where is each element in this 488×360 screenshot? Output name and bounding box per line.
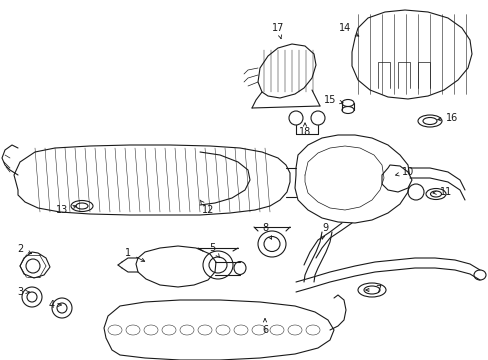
Text: 17: 17 — [271, 23, 284, 39]
Text: 10: 10 — [395, 167, 413, 177]
Polygon shape — [294, 135, 409, 223]
Text: 4: 4 — [49, 300, 61, 310]
Polygon shape — [351, 10, 471, 99]
Text: 13: 13 — [56, 205, 76, 215]
Text: 14: 14 — [338, 23, 358, 36]
Text: 2: 2 — [17, 244, 32, 254]
Text: 6: 6 — [262, 319, 267, 335]
Text: 16: 16 — [437, 113, 457, 123]
Text: 12: 12 — [200, 200, 214, 215]
Text: 1: 1 — [124, 248, 144, 261]
Text: 3: 3 — [17, 287, 29, 297]
Polygon shape — [136, 246, 216, 287]
Polygon shape — [20, 252, 50, 278]
Text: 11: 11 — [432, 187, 451, 197]
Text: 15: 15 — [323, 95, 343, 105]
Text: 18: 18 — [298, 123, 310, 137]
Polygon shape — [381, 165, 411, 192]
Text: 7: 7 — [365, 285, 380, 295]
Text: 8: 8 — [262, 223, 271, 239]
Text: 5: 5 — [208, 243, 219, 258]
Polygon shape — [258, 44, 315, 98]
Polygon shape — [14, 145, 289, 215]
Polygon shape — [104, 300, 333, 360]
Text: 9: 9 — [321, 223, 327, 239]
